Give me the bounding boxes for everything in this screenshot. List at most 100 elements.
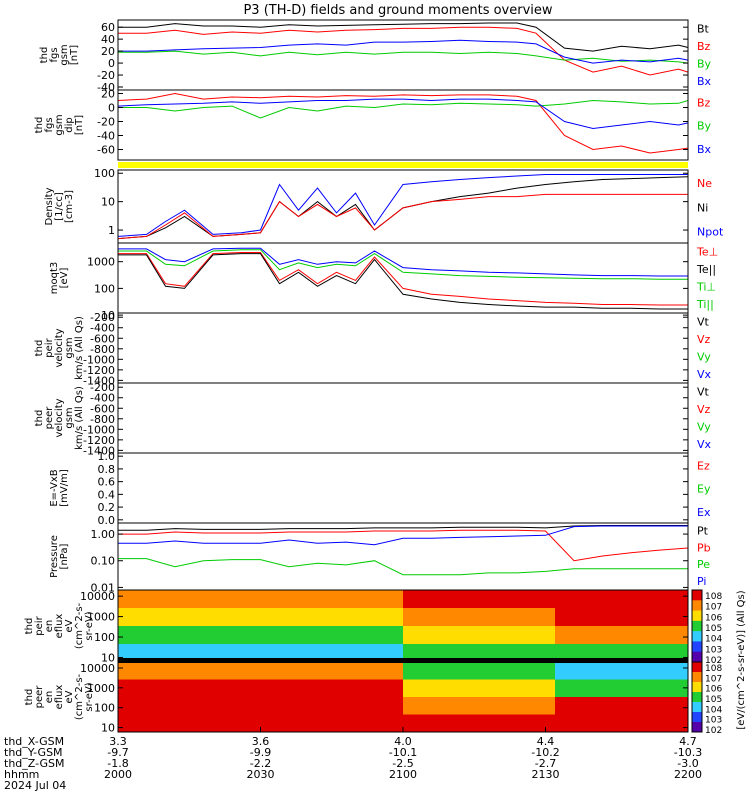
- ylabel-line-5-3: gsm: [64, 407, 75, 428]
- ion-colorbar-label-5: 103: [705, 645, 722, 655]
- series-line-ne-p2: [117, 193, 688, 240]
- series-line-bz-p0: [118, 26, 689, 76]
- ion-colorbar-seg-5: [692, 631, 702, 642]
- ylabel-line-1-1: fgs: [44, 117, 55, 132]
- legend-5-vx: Vx: [697, 438, 712, 451]
- electron-colorbar-label-3: 105: [705, 695, 722, 705]
- ylabel-line-3-0: moqt3: [49, 262, 60, 295]
- ion-spectrogram-band-2-1: [555, 608, 688, 627]
- ytick-label-5-5: -1200: [83, 434, 115, 447]
- ylabel-line-2-2: [cm-3]: [64, 190, 75, 223]
- xaxis-value-2-2: -2.5: [392, 757, 413, 770]
- series-line-npot-p2: [117, 174, 688, 237]
- ytick-label-6-4: 0.2: [98, 501, 116, 514]
- ytick-label-1-0: 20: [101, 88, 115, 101]
- ytick-label-4-1: -400: [90, 322, 115, 335]
- ytick-label-4-0: -200: [90, 311, 115, 324]
- ytick-label-3-2: 10: [101, 309, 115, 322]
- electron-colorbar-label-0: 108: [705, 664, 722, 674]
- series-line-bz-p1: [117, 92, 689, 154]
- ion-spectrogram-band-0-1: [118, 608, 403, 627]
- ylabel-line-0-2: gsm: [59, 44, 70, 65]
- legend-4-vt: Vt: [697, 315, 710, 328]
- series-line-by-p1: [118, 99, 689, 119]
- xaxis-row-label-1: thd_Y-GSM: [4, 746, 63, 759]
- ylabel-line-3-1: [eV]: [59, 268, 70, 289]
- ylabel-line-2-0: Density: [44, 187, 55, 225]
- ylabel-line-4-0: thd: [34, 340, 45, 357]
- electron-spectrogram-band-2-2: [555, 697, 688, 715]
- legend-4-vy: Vy: [697, 350, 711, 363]
- ylabel-line-1-2: gsm: [54, 114, 65, 135]
- electron-spectrogram-band-0-0: [118, 662, 403, 680]
- ylabel-line-9-5: (cm^2-s-: [74, 673, 85, 720]
- xaxis-row-label-2: thd_Z-GSM: [4, 757, 64, 770]
- series-line-te-p3: [118, 253, 688, 310]
- ion-spectrogram-band-2-3: [555, 644, 688, 663]
- series-line-pb-p7: [118, 529, 689, 562]
- series-line-by-p0: [118, 50, 689, 64]
- ytick-label-2-1: 10: [101, 196, 115, 209]
- plot-date: 2024 Jul 04: [4, 779, 66, 792]
- ylabel-line-8-0: thd: [24, 618, 35, 635]
- series-line-pe-p7: [118, 558, 688, 576]
- series-line-bx-p0: [118, 39, 689, 64]
- ylabel-line-1-0: thd: [34, 117, 45, 134]
- ion-spectrogram-band-1-0: [403, 590, 555, 609]
- electron-colorbar-seg-2: [692, 672, 702, 683]
- legend-1-bx: Bx: [697, 143, 712, 156]
- ytick-label-6-5: 0.0: [98, 514, 116, 527]
- ylabel-line-9-6: sr-eV): [84, 682, 95, 711]
- electron-colorbar-label-6: 102: [705, 726, 722, 736]
- ion-colorbar-label-3: 105: [705, 624, 722, 634]
- ytick-label-3-0: 1000: [87, 256, 115, 269]
- series-line-pt-p7: [118, 525, 688, 531]
- xaxis-row-label-3: hhmm: [4, 768, 39, 781]
- electron-spectrogram-band-1-0: [403, 662, 555, 680]
- ylabel-line-0-3: [nT]: [69, 45, 80, 65]
- ion-spectrogram-band-2-2: [555, 626, 688, 645]
- ytick-label-1-2: -20: [97, 116, 115, 129]
- xaxis-value-3-1: 2030: [247, 768, 275, 781]
- ytick-label-7-2: 0.01: [91, 581, 116, 594]
- legend-4-vz: Vz: [697, 333, 711, 346]
- electron-spectrogram-band-1-2: [403, 697, 555, 715]
- panel-frame-0: [117, 19, 689, 91]
- ytick-label-0-4: -20: [97, 69, 115, 82]
- ion-colorbar-seg-4: [692, 620, 702, 632]
- ytick-label-9-1: 1000: [87, 682, 115, 695]
- xaxis-row-label-0: thd_X-GSM: [4, 735, 64, 748]
- ion-spectrogram-band-0-2: [118, 626, 403, 645]
- ytick-label-4-6: -1400: [83, 374, 115, 387]
- ion-colorbar-label-2: 106: [705, 613, 722, 623]
- legend-7-pi: Pi: [697, 575, 706, 588]
- ytick-label-5-1: -400: [90, 392, 115, 405]
- electron-colorbar-label-2: 106: [705, 685, 722, 695]
- legend-0-bx: Bx: [697, 75, 712, 88]
- ylabel-line-1-3: dip: [64, 117, 75, 132]
- ylabel-line-0-0: thd: [39, 47, 50, 64]
- electron-spectrogram-band-1-1: [403, 679, 555, 698]
- xaxis-value-0-1: 3.6: [252, 735, 270, 748]
- legend-3-ti: Ti||: [696, 298, 714, 311]
- ytick-label-8-3: 10: [101, 651, 115, 664]
- ytick-label-5-4: -1000: [83, 423, 115, 436]
- xaxis-value-1-0: -9.7: [107, 746, 128, 759]
- ylabel-line-9-3: eflux: [54, 685, 65, 710]
- legend-7-pb: Pb: [697, 541, 711, 554]
- ytick-label-6-3: 0.4: [98, 488, 116, 501]
- legend-0-bt: Bt: [697, 22, 710, 35]
- xaxis-value-0-2: 4.0: [394, 735, 412, 748]
- series-line-bx-p1: [117, 98, 689, 130]
- ytick-label-0-2: 20: [101, 45, 115, 58]
- xaxis-value-0-4: 4.7: [679, 735, 697, 748]
- ytick-label-4-4: -1000: [83, 353, 115, 366]
- legend-6-ey: Ey: [697, 483, 711, 496]
- ylabel-line-9-0: thd: [24, 689, 35, 706]
- ion-colorbar-seg-3: [692, 610, 702, 622]
- series-line-te-p3: [118, 252, 688, 306]
- legend-0-by: By: [697, 57, 712, 70]
- ytick-label-4-2: -600: [90, 332, 115, 345]
- legend-7-pt: Pt: [697, 525, 709, 538]
